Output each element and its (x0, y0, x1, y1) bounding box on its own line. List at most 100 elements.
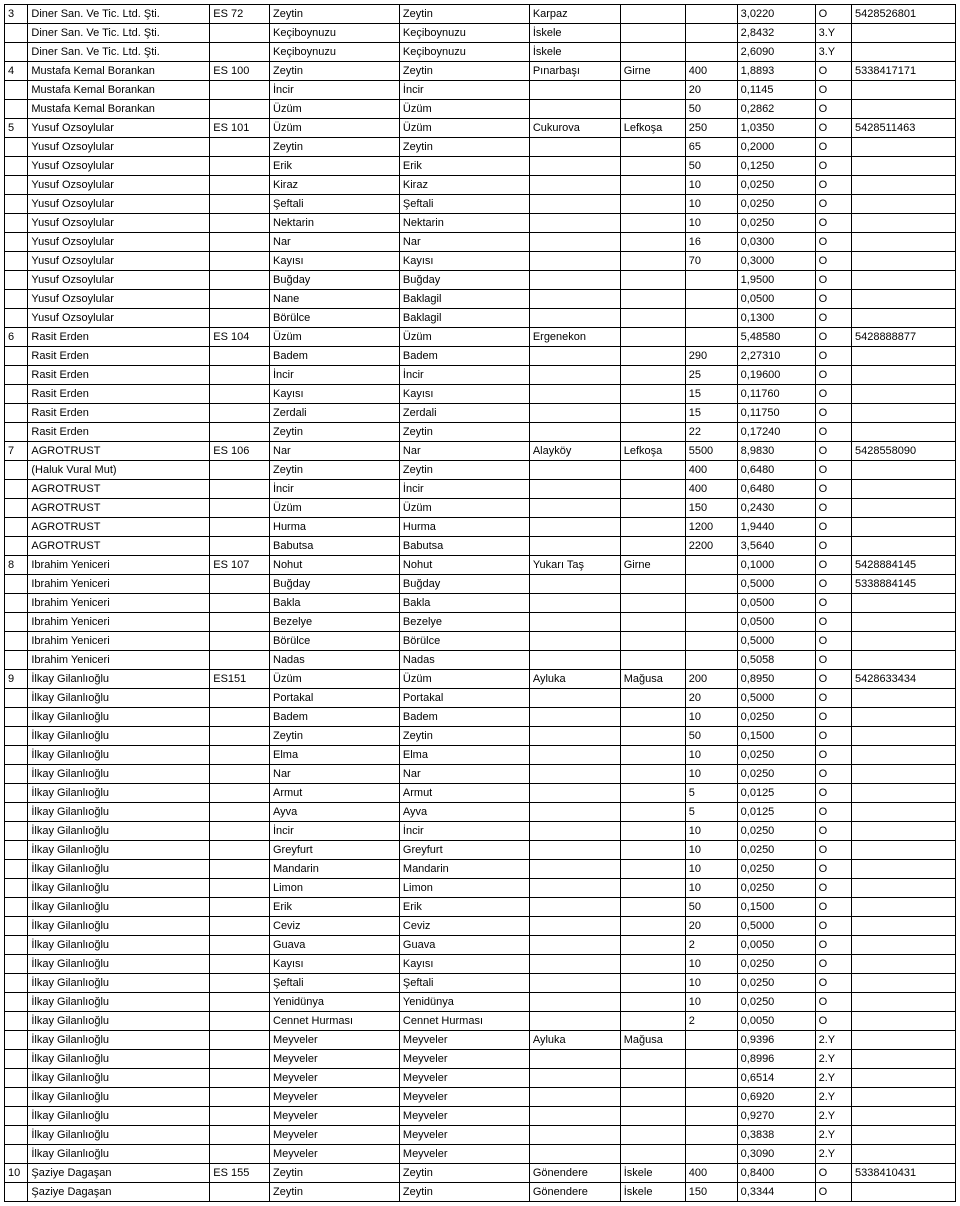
table-cell: Mağusa (620, 1031, 685, 1050)
table-cell: Şaziye Dagaşan (28, 1183, 210, 1202)
table-cell: İlkay Gilanlıoğlu (28, 765, 210, 784)
table-cell: Kiraz (399, 176, 529, 195)
table-row: Ibrahim YeniceriBuğdayBuğday0,5000O53388… (5, 575, 956, 594)
table-cell: Yusuf Ozsoylular (28, 290, 210, 309)
table-cell (5, 841, 28, 860)
table-cell (5, 879, 28, 898)
table-cell (851, 385, 955, 404)
table-cell (851, 917, 955, 936)
table-cell: Erik (399, 898, 529, 917)
table-cell (210, 24, 270, 43)
table-row: Rasit Erdenİncirİncir250,19600O (5, 366, 956, 385)
table-cell (529, 271, 620, 290)
table-cell: O (815, 157, 851, 176)
table-cell: Girne (620, 556, 685, 575)
table-cell: 2,27310 (737, 347, 815, 366)
table-cell: Rasit Erden (28, 328, 210, 347)
table-cell: Meyveler (399, 1050, 529, 1069)
table-cell (210, 252, 270, 271)
table-cell: Meyveler (399, 1088, 529, 1107)
table-cell (529, 746, 620, 765)
table-row: Ibrahim YeniceriBaklaBakla0,0500O (5, 594, 956, 613)
table-cell (5, 955, 28, 974)
table-cell (851, 898, 955, 917)
table-cell (5, 613, 28, 632)
table-row: Diner San. Ve Tic. Ltd. Şti.KeçiboynuzuK… (5, 43, 956, 62)
table-cell: ES 104 (210, 328, 270, 347)
table-cell: Zeytin (399, 1164, 529, 1183)
table-cell (210, 860, 270, 879)
table-cell (5, 1107, 28, 1126)
table-cell (529, 290, 620, 309)
table-cell: Zeytin (270, 5, 400, 24)
table-cell: Ibrahim Yeniceri (28, 556, 210, 575)
table-cell (5, 1069, 28, 1088)
table-cell (529, 461, 620, 480)
table-cell (5, 81, 28, 100)
table-cell (620, 1069, 685, 1088)
table-cell: Meyveler (270, 1126, 400, 1145)
table-cell: Zeytin (399, 5, 529, 24)
table-row: İlkay GilanlıoğluMeyvelerMeyveler0,65142… (5, 1069, 956, 1088)
table-cell (529, 955, 620, 974)
table-cell: 0,8996 (737, 1050, 815, 1069)
table-cell: Armut (399, 784, 529, 803)
table-cell: Erik (399, 157, 529, 176)
table-cell: 0,2862 (737, 100, 815, 119)
table-cell (5, 518, 28, 537)
table-cell: 0,6514 (737, 1069, 815, 1088)
table-cell (685, 290, 737, 309)
table-cell: 0,0250 (737, 860, 815, 879)
table-cell: 400 (685, 480, 737, 499)
table-cell: O (815, 537, 851, 556)
table-cell (210, 803, 270, 822)
table-cell (685, 1126, 737, 1145)
table-cell: İncir (270, 81, 400, 100)
table-cell: 0,11750 (737, 404, 815, 423)
table-cell: İlkay Gilanlıoğlu (28, 1031, 210, 1050)
table-cell: Zeytin (399, 423, 529, 442)
table-cell: Zeytin (270, 461, 400, 480)
table-row: AGROTRUSTHurmaHurma12001,9440O (5, 518, 956, 537)
table-cell (620, 822, 685, 841)
table-cell (851, 651, 955, 670)
table-cell: O (815, 1012, 851, 1031)
table-cell (5, 1145, 28, 1164)
table-cell: Ibrahim Yeniceri (28, 594, 210, 613)
table-cell: Mustafa Kemal Borankan (28, 100, 210, 119)
table-cell: Pınarbaşı (529, 62, 620, 81)
table-cell: Ibrahim Yeniceri (28, 575, 210, 594)
table-cell (851, 24, 955, 43)
table-cell: 2200 (685, 537, 737, 556)
table-cell: Nar (399, 442, 529, 461)
table-cell: O (815, 594, 851, 613)
table-cell (851, 860, 955, 879)
table-cell (5, 784, 28, 803)
table-cell (620, 100, 685, 119)
table-cell: O (815, 556, 851, 575)
table-cell (851, 1183, 955, 1202)
table-cell (529, 81, 620, 100)
table-cell: Yusuf Ozsoylular (28, 309, 210, 328)
table-cell: İncir (399, 81, 529, 100)
table-cell: Üzüm (399, 670, 529, 689)
table-cell (529, 651, 620, 670)
table-cell: Erik (270, 898, 400, 917)
table-cell: 50 (685, 157, 737, 176)
table-row: İlkay GilanlıoğluMeyvelerMeyveler0,30902… (5, 1145, 956, 1164)
table-cell (529, 727, 620, 746)
table-cell: Üzüm (270, 670, 400, 689)
table-cell: 0,1500 (737, 898, 815, 917)
table-cell (620, 594, 685, 613)
table-cell: İlkay Gilanlıoğlu (28, 1126, 210, 1145)
table-cell: Şeftali (399, 974, 529, 993)
table-cell (5, 974, 28, 993)
table-cell: Üzüm (399, 328, 529, 347)
table-cell (529, 1088, 620, 1107)
table-cell (620, 1088, 685, 1107)
table-row: Ibrahim YeniceriNadasNadas0,5058O (5, 651, 956, 670)
table-cell: Baklagil (399, 290, 529, 309)
table-cell: 0,2000 (737, 138, 815, 157)
table-cell: O (815, 385, 851, 404)
table-cell: İlkay Gilanlıoğlu (28, 841, 210, 860)
